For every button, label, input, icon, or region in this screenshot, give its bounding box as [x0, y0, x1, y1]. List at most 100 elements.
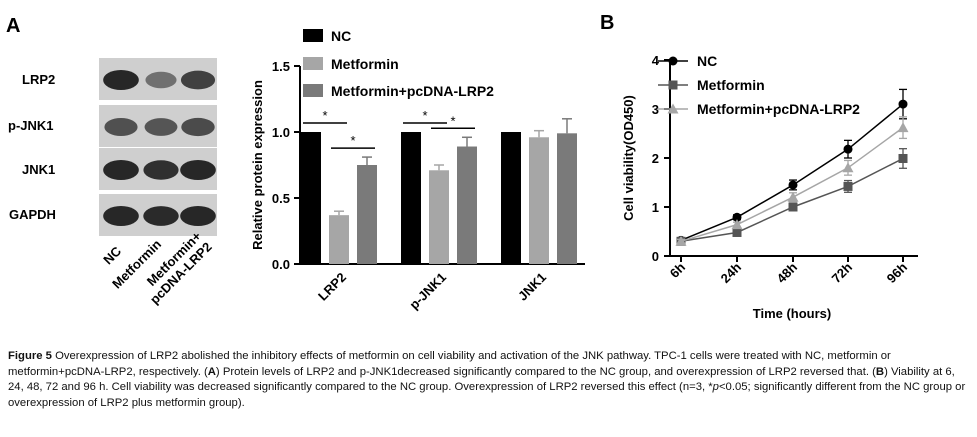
caption-part-4: <0.05; significantly different from the … — [8, 381, 966, 409]
line-y-tick-label: 1 — [652, 200, 659, 215]
blot-lane-labels: NC Metformin Metformin+pcDNA-LRP2 — [100, 228, 215, 307]
blot-label-gapdh: GAPDH — [9, 207, 56, 222]
bar-x-tick-label: p-JNK1 — [406, 270, 449, 313]
blot-label-p-jnk1: p-JNK1 — [8, 118, 54, 133]
blot-band — [180, 206, 216, 226]
line-x-tick-label: 72h — [829, 259, 855, 285]
line-legend: NC Metformin Metformin+pcDNA-LRP2 — [658, 53, 860, 117]
line-point — [732, 227, 742, 237]
bar — [401, 132, 421, 264]
caption-label: Figure 5 — [8, 350, 52, 362]
bar-legend-label: Metformin+pcDNA-LRP2 — [331, 83, 494, 99]
blot-row-labels: LRP2 p-JNK1 JNK1 GAPDH — [8, 72, 56, 222]
caption-ref-b: B — [875, 365, 885, 378]
blot-band — [144, 118, 178, 136]
line-legend-label: Metformin — [697, 77, 765, 93]
lane-label-nc: NC — [100, 243, 124, 267]
blot-label-lrp2: LRP2 — [22, 72, 55, 87]
panel-label-b: B — [600, 12, 614, 34]
line-point — [898, 153, 908, 163]
line-y-tick-label: 0 — [652, 249, 659, 264]
line-point — [843, 181, 853, 191]
bar — [529, 137, 549, 264]
bar-chart: Relative protein expression 0.0 0.5 1.0 1.5… — [250, 28, 585, 312]
line-chart: Cell viability(OD450) Time (hours) 0 1 2 3 4… — [621, 53, 918, 321]
bar — [301, 132, 321, 264]
bar — [457, 146, 477, 264]
line-legend-label: NC — [697, 53, 717, 69]
line-point — [842, 162, 854, 173]
bar-y-axis-label: Relative protein expression — [250, 80, 265, 250]
line-y-tick-label: 4 — [652, 53, 660, 68]
figure-caption: Figure 5 Overexpression of LRP2 abolishe… — [8, 349, 970, 411]
bar-y-tick-label: 0.0 — [272, 257, 290, 272]
significance-star: * — [322, 108, 327, 123]
blot-band — [103, 160, 139, 180]
lane-label-metformin-pcdna-lrp2: Metformin+pcDNA-LRP2 — [136, 228, 215, 307]
blot-band — [145, 71, 177, 89]
line-point — [668, 56, 678, 66]
line-point — [898, 99, 908, 109]
bar-legend-swatch — [303, 29, 323, 42]
blot-band — [181, 117, 215, 137]
caption-part-2: ) Protein levels of LRP2 and p-JNK1decre… — [215, 365, 876, 378]
line-legend-label: Metformin+pcDNA-LRP2 — [697, 101, 860, 117]
line-point — [731, 219, 743, 230]
bar-x-tick-label: LRP2 — [315, 270, 349, 304]
bar-x-tick-label: JNK1 — [515, 270, 549, 304]
significance-star: * — [350, 133, 355, 148]
bar-y-tick-label: 0.5 — [272, 191, 290, 206]
caption-ref-a: A — [207, 365, 216, 378]
bar-y-tick-label: 1.5 — [272, 59, 290, 74]
bar — [557, 133, 577, 264]
blot-band — [180, 70, 216, 90]
line-y-tick-label: 2 — [652, 151, 659, 166]
blot-label-jnk1: JNK1 — [22, 162, 55, 177]
bar-legend: NC Metformin Metformin+pcDNA-LRP2 — [303, 28, 494, 99]
blot-band — [103, 206, 139, 226]
line-x-axis-label: Time (hours) — [753, 306, 832, 321]
line-marks — [675, 88, 909, 246]
line-x-tick-label: 48h — [774, 259, 800, 285]
panel-label-a: A — [6, 15, 20, 37]
line-point — [788, 202, 798, 212]
line-point — [732, 212, 742, 222]
line-y-tick-label: 3 — [652, 102, 659, 117]
bar — [357, 165, 377, 264]
bar — [329, 215, 349, 264]
blot-band — [180, 160, 216, 180]
line-series — [680, 103, 904, 242]
bar-y-tick-label: 1.0 — [272, 125, 290, 140]
bar-marks: LRP2 p-JNK1 JNK1 * * * * — [301, 108, 577, 312]
line-point — [897, 122, 909, 133]
western-blot: LRP2 p-JNK1 JNK1 GAPDH NC Metformin Metf… — [8, 58, 217, 307]
line-point — [668, 80, 678, 90]
blot-band — [143, 160, 179, 180]
blot-band — [103, 70, 139, 90]
bar-legend-label: Metformin — [331, 56, 399, 72]
line-y-axis-label: Cell viability(OD450) — [621, 95, 636, 221]
bar — [501, 132, 521, 264]
bar-legend-label: NC — [331, 28, 351, 44]
blot-strips — [99, 58, 217, 236]
line-point — [675, 235, 687, 246]
line-x-tick-label: 96h — [884, 259, 910, 285]
line-x-tick-label: 24h — [718, 259, 744, 285]
line-point — [667, 103, 679, 114]
bar-legend-swatch — [303, 84, 323, 97]
line-point — [788, 180, 798, 190]
caption-title: Overexpression of LRP2 abolished the inh… — [8, 350, 891, 378]
line-point — [843, 144, 853, 154]
blot-band — [143, 206, 179, 226]
significance-star: * — [450, 113, 455, 128]
line-point — [787, 191, 799, 202]
significance-star: * — [422, 108, 427, 123]
bar — [429, 170, 449, 264]
caption-part-3: ) Viability at 6, 24, 48, 72 and 96 h. C… — [8, 365, 955, 394]
blot-band — [104, 118, 138, 136]
caption-p: p — [712, 381, 719, 393]
line-x-tick-label: 6h — [667, 259, 688, 280]
bar-legend-swatch — [303, 57, 323, 70]
line-axes: 0 1 2 3 4 6h 24h 48h 72h 96h — [652, 53, 918, 286]
